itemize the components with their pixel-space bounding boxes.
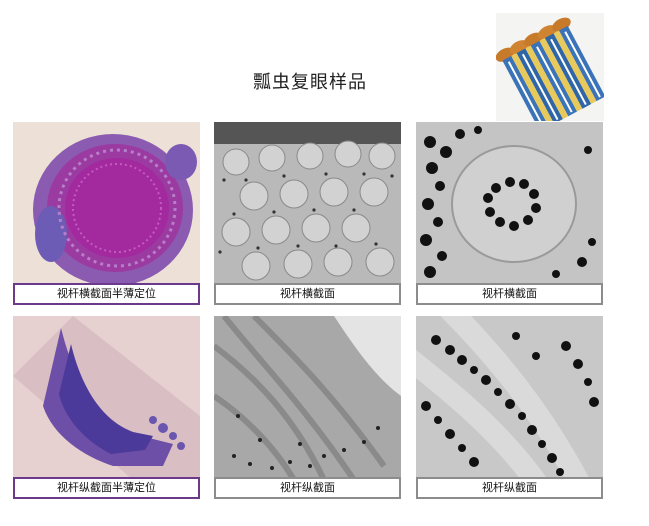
ommatidia-diagram-icon — [496, 13, 604, 121]
cross-section-semithin-image — [13, 122, 200, 286]
longitudinal-em-image — [214, 316, 401, 480]
cross-section-em-image — [214, 122, 401, 286]
caption-cross-semithin: 视杆横截面半薄定位 — [13, 283, 200, 305]
caption-long-em-1: 视杆纵截面 — [214, 477, 401, 499]
longitudinal-semithin-image — [13, 316, 200, 480]
page-title: 瓢虫复眼样品 — [253, 72, 367, 93]
longitudinal-em-detail-image — [416, 316, 603, 480]
caption-long-em-2: 视杆纵截面 — [416, 477, 603, 499]
cross-section-em-detail-image — [416, 122, 603, 286]
caption-cross-em-1: 视杆横截面 — [214, 283, 401, 305]
caption-long-semithin: 视杆纵截面半薄定位 — [13, 477, 200, 499]
caption-cross-em-2: 视杆横截面 — [416, 283, 603, 305]
